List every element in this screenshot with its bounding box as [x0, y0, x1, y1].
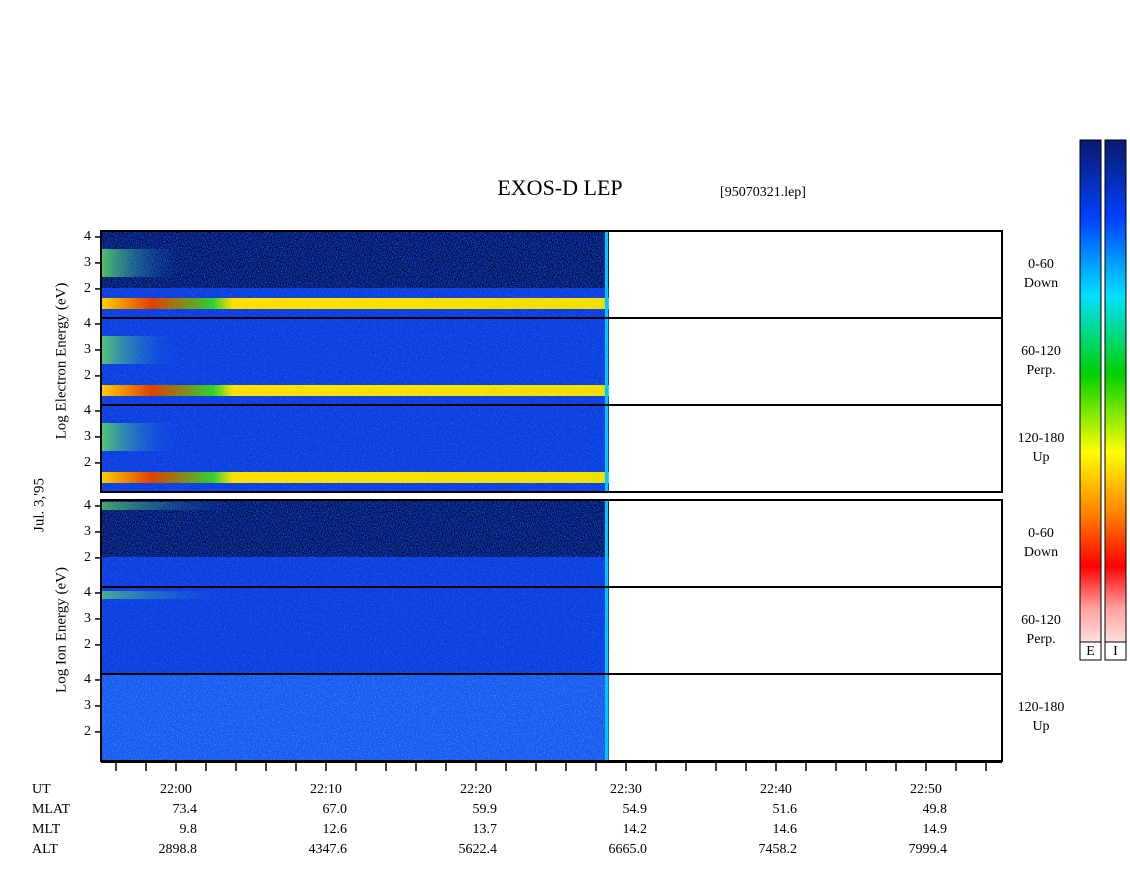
orbit-value: 54.9	[623, 802, 648, 817]
panel-label: Perp.	[1026, 363, 1055, 378]
file-name: [95070321.lep]	[720, 185, 806, 200]
title: EXOS-D LEP	[497, 175, 622, 200]
spectrogram-noise	[101, 674, 609, 761]
ion-feature	[101, 591, 236, 599]
orbit-value: 73.4	[173, 802, 198, 817]
row-label: UT	[32, 782, 51, 797]
energy-blob	[101, 423, 181, 451]
orbit-value: 14.9	[923, 822, 948, 837]
panel-label: Down	[1024, 276, 1058, 291]
orbit-value: 14.2	[623, 822, 648, 837]
y-tick-label: 3	[84, 524, 91, 539]
panel-label: Up	[1032, 450, 1049, 465]
date-label: Jul. 3,'95	[31, 478, 47, 532]
panel-label: 60-120	[1021, 344, 1061, 359]
orbit-value: 13.7	[473, 822, 498, 837]
electron-band	[101, 472, 609, 483]
panel-label: 60-120	[1021, 613, 1061, 628]
color-bar-label: I	[1113, 644, 1118, 659]
time-label: 22:50	[910, 782, 942, 797]
edge-stripe	[605, 674, 608, 761]
y-tick-label: 3	[84, 255, 91, 270]
ion-y-label: Log Ion Energy (eV)	[53, 567, 69, 693]
y-tick-label: 2	[84, 637, 91, 652]
time-label: 22:30	[610, 782, 642, 797]
orbit-value: 6665.0	[609, 842, 648, 857]
y-tick-label: 3	[84, 342, 91, 357]
spectrogram-dots	[101, 231, 609, 288]
electron-band	[101, 298, 609, 309]
plot-layer: 2 3 4 0-60 Down 2 3 4 60-120 Perp. 2 3 4 120-180 Up 2 3 4…	[32, 139, 1127, 857]
color-bar	[1104, 139, 1127, 661]
y-tick-label: 3	[84, 698, 91, 713]
ion-feature	[101, 502, 236, 510]
y-tick-label: 2	[84, 281, 91, 296]
y-tick-label: 2	[84, 724, 91, 739]
electron-y-label: Log Electron Energy (eV)	[53, 283, 69, 440]
y-tick-label: 4	[84, 229, 91, 244]
panel-label: 0-60	[1028, 257, 1054, 272]
y-tick-label: 2	[84, 455, 91, 470]
color-bar-label: E	[1086, 644, 1095, 659]
y-tick-label: 4	[84, 403, 91, 418]
edge-stripe	[605, 318, 608, 405]
orbit-value: 9.8	[180, 822, 198, 837]
color-bar-box	[1104, 641, 1127, 661]
row-label: MLT	[32, 822, 61, 837]
electron-band	[101, 385, 609, 396]
orbit-value: 49.8	[923, 802, 948, 817]
edge-stripe	[605, 231, 608, 318]
orbit-value: 7458.2	[759, 842, 798, 857]
panel-label: 120-180	[1018, 431, 1065, 446]
y-tick-label: 3	[84, 429, 91, 444]
orbit-value: 14.6	[773, 822, 798, 837]
panel-label: Down	[1024, 545, 1058, 560]
edge-stripe	[605, 405, 608, 492]
y-tick-label: 4	[84, 498, 91, 513]
energy-blob	[101, 249, 181, 277]
energy-blob	[101, 336, 181, 364]
panel-frame	[100, 404, 1003, 493]
orbit-value: 2898.8	[159, 842, 198, 857]
time-label: 22:40	[760, 782, 792, 797]
y-tick-label: 4	[84, 672, 91, 687]
time-label: 22:10	[310, 782, 342, 797]
panel-label: Perp.	[1026, 632, 1055, 647]
color-bar	[1079, 139, 1102, 661]
time-label: 22:20	[460, 782, 492, 797]
orbit-value: 59.9	[473, 802, 498, 817]
orbit-value: 12.6	[323, 822, 348, 837]
panel-label: 120-180	[1018, 700, 1065, 715]
orbit-value: 5622.4	[459, 842, 498, 857]
orbit-value: 4347.6	[309, 842, 348, 857]
row-label: MLAT	[32, 802, 71, 817]
y-tick-label: 2	[84, 368, 91, 383]
edge-stripe	[605, 587, 608, 674]
orbit-value: 51.6	[773, 802, 798, 817]
y-tick-label: 4	[84, 316, 91, 331]
spectrogram-noise	[101, 587, 609, 674]
y-tick-label: 3	[84, 611, 91, 626]
panel-label: 0-60	[1028, 526, 1054, 541]
time-label: 22:00	[160, 782, 192, 797]
y-tick-label: 2	[84, 550, 91, 565]
color-bar-box	[1079, 641, 1102, 661]
y-tick-label: 4	[84, 585, 91, 600]
panel-label: Up	[1032, 719, 1049, 734]
row-label: ALT	[32, 842, 58, 857]
edge-stripe	[605, 500, 608, 587]
orbit-value: 7999.4	[909, 842, 948, 857]
orbit-value: 67.0	[323, 802, 348, 817]
